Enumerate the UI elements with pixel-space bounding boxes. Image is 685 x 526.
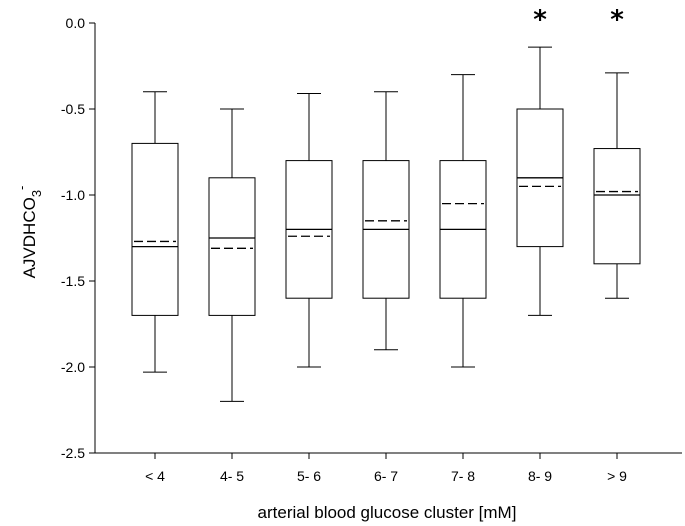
x-tick-label: 5- 6: [297, 468, 321, 484]
box-group: [593, 72, 641, 299]
box-group: [516, 46, 564, 316]
significance-star: *: [533, 5, 547, 35]
y-tick-label: -0.5: [61, 101, 85, 117]
box-group: [208, 108, 256, 402]
box-body: [593, 148, 641, 265]
box-group: [439, 74, 487, 368]
box-group: [131, 91, 179, 373]
y-tick-label: -2.0: [61, 359, 85, 375]
significance-star: *: [610, 5, 624, 35]
y-axis: 0.0 -0.5 -1.0 -1.5 -2.0 -2.5: [61, 15, 96, 461]
box-group: [285, 93, 333, 368]
y-tick-label: 0.0: [66, 15, 86, 31]
y-tick-label: -1.5: [61, 273, 85, 289]
box-series: [131, 46, 641, 402]
box-group: [362, 91, 410, 351]
x-tick-label: < 4: [145, 468, 165, 484]
x-axis: < 4 4- 5 5- 6 6- 7 7- 8 8- 9 > 9: [95, 452, 682, 484]
x-tick-label: > 9: [607, 468, 627, 484]
x-tick-label: 4- 5: [220, 468, 244, 484]
y-tick-label: -2.5: [61, 445, 85, 461]
y-axis-title: AJVDHCO3-: [14, 186, 44, 279]
x-tick-label: 7- 8: [451, 468, 475, 484]
x-tick-label: 8- 9: [528, 468, 552, 484]
x-axis-title: arterial blood glucose cluster [mM]: [258, 503, 517, 522]
box-body: [131, 142, 179, 316]
y-tick-label: -1.0: [61, 187, 85, 203]
x-tick-label: 6- 7: [374, 468, 398, 484]
box-body: [208, 177, 256, 316]
significance-markers: * *: [533, 5, 624, 35]
